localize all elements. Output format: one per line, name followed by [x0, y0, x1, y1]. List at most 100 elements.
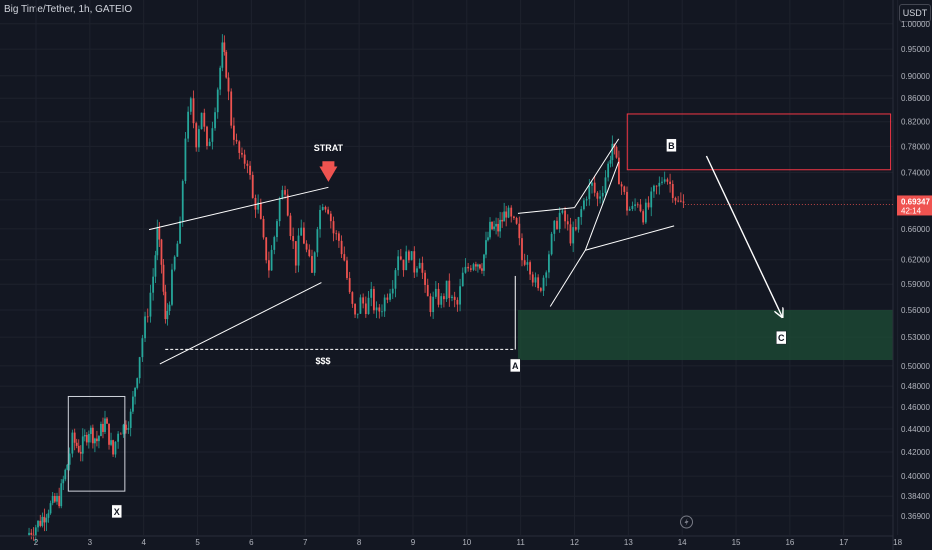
strat-label-bg — [312, 139, 345, 154]
x-tick-label: 8 — [357, 538, 362, 547]
candle-body — [276, 221, 278, 238]
candle-body — [634, 204, 636, 206]
candle-body — [108, 423, 110, 445]
candle-body — [225, 51, 228, 78]
candle-body — [85, 434, 88, 443]
candle-body — [257, 202, 260, 210]
point-b-tag-bg — [666, 138, 677, 153]
candle-body — [405, 251, 408, 271]
candle-body — [152, 276, 155, 293]
candle-body — [421, 262, 424, 273]
candle-body — [68, 453, 71, 465]
currency-selector[interactable]: USDT — [899, 4, 931, 22]
x-point-box — [67, 395, 126, 492]
x-tick-label: 7 — [303, 538, 308, 547]
x-tick-label: 18 — [893, 538, 902, 547]
y-tick-label: 0.38400 — [901, 492, 930, 501]
candle-body — [77, 445, 80, 452]
candle-body — [181, 181, 184, 222]
x-tick-label: 6 — [249, 538, 254, 547]
candle-body — [558, 212, 561, 229]
candle-body — [394, 270, 397, 289]
candle-body — [176, 243, 179, 257]
candle-body — [173, 256, 176, 270]
candle-body — [243, 154, 246, 164]
candle-body — [505, 211, 508, 218]
candle-body — [631, 205, 634, 209]
candle-body — [79, 451, 82, 454]
candle-body — [413, 251, 416, 273]
candle-body — [410, 251, 413, 261]
candle-body — [251, 174, 254, 198]
candle-body — [51, 495, 54, 504]
candle-body — [477, 264, 479, 267]
candle-body — [615, 146, 618, 158]
drawings-layer: STRAT $$$ X A B C — [111, 138, 787, 519]
candle-body — [319, 209, 321, 230]
candle-body — [542, 277, 545, 291]
candle-body — [663, 179, 666, 182]
candle-body — [206, 126, 208, 146]
candle-body — [125, 424, 127, 430]
channel-upper-line — [574, 138, 620, 208]
point-b-label: B — [668, 141, 675, 151]
candle-body — [485, 240, 487, 255]
candle-body — [39, 520, 42, 526]
point-a-label: A — [512, 361, 519, 371]
candle-body — [102, 423, 104, 432]
candle-body — [539, 288, 542, 291]
projection-arrow — [705, 155, 782, 317]
candle-body — [270, 249, 273, 271]
candle-body — [91, 427, 94, 444]
chart-title: Big Time/Tether, 1h, GATEIO — [4, 4, 133, 15]
y-tick-label: 0.56000 — [901, 306, 930, 315]
candle-body — [216, 89, 219, 113]
candle-body — [89, 427, 92, 434]
current-price-tag — [897, 195, 932, 216]
candle-body — [556, 220, 558, 229]
candle-body — [321, 206, 324, 210]
y-tick-label: 0.42000 — [901, 448, 930, 457]
candle-body — [53, 495, 56, 502]
candle-body — [93, 438, 96, 444]
candle-body — [464, 266, 467, 273]
candle-body — [501, 219, 504, 222]
candle-body — [171, 269, 173, 305]
candle-body — [561, 210, 564, 213]
candle-body — [521, 238, 523, 261]
x-tick-label: 12 — [570, 538, 579, 547]
candle-body — [160, 239, 163, 265]
candle-body — [445, 280, 448, 300]
candle-body — [223, 42, 226, 52]
candle-body — [219, 67, 222, 90]
candle-body — [526, 262, 529, 265]
candle-body — [294, 241, 297, 266]
candle-body — [497, 223, 500, 232]
candle-body — [626, 191, 628, 211]
candle-body — [375, 307, 378, 311]
x-tick-label: 17 — [839, 538, 848, 547]
candle-body — [553, 220, 556, 234]
candle-body — [607, 163, 610, 178]
candle-body — [588, 185, 591, 200]
strat-label: STRAT — [314, 143, 344, 153]
candle-body — [523, 260, 526, 265]
candle-body — [569, 224, 572, 244]
candle-body — [386, 297, 389, 300]
candle-body — [545, 272, 548, 278]
candle-body — [550, 233, 553, 255]
candle-body — [335, 233, 338, 235]
candle-body — [348, 278, 351, 293]
point-c-tag-bg — [776, 330, 787, 345]
candle-body — [343, 254, 346, 261]
candle-body — [381, 311, 383, 313]
candle-body — [329, 213, 332, 222]
candle-body — [453, 296, 456, 300]
candle-body — [674, 197, 677, 201]
candle-body — [609, 160, 612, 164]
candle-body — [200, 112, 203, 130]
candle-body — [117, 433, 120, 442]
candle-body — [187, 111, 190, 139]
candle-body — [456, 299, 459, 305]
